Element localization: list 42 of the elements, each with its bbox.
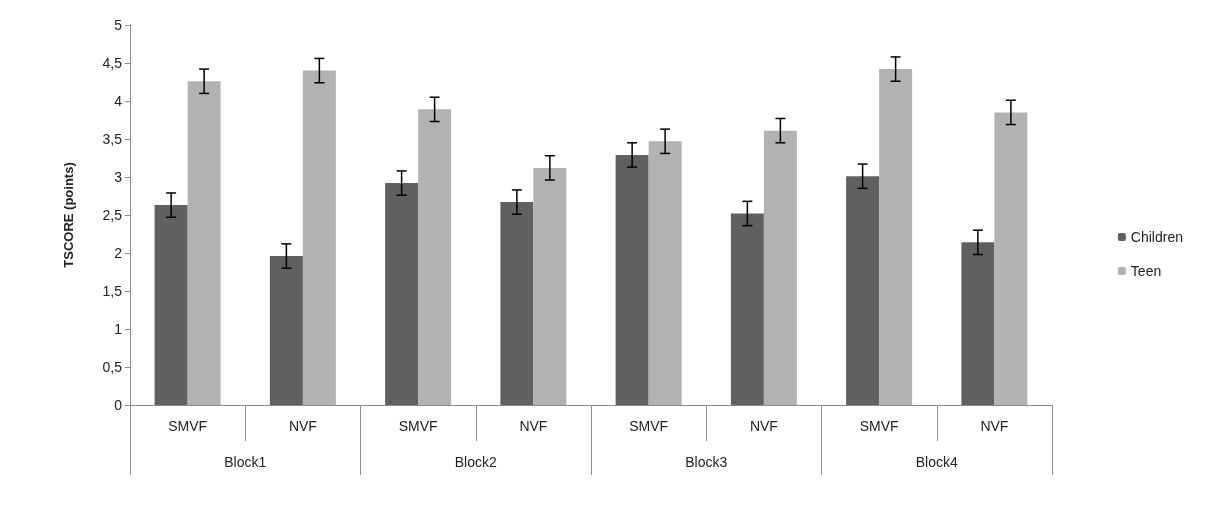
bar bbox=[187, 81, 221, 405]
y-tick-label: 5 bbox=[114, 17, 123, 33]
x-tick-label: SMVF bbox=[168, 418, 208, 434]
text: Block1 bbox=[224, 454, 267, 470]
y-tick-label: 0,5 bbox=[102, 359, 123, 375]
bar bbox=[385, 183, 419, 405]
x-tick-label: NVF bbox=[519, 418, 548, 434]
bar bbox=[961, 242, 995, 405]
x-tick-label: SMVF bbox=[859, 418, 899, 434]
y-tick-label: 4,5 bbox=[102, 55, 123, 71]
y-tick-label: 4 bbox=[114, 93, 123, 109]
x-tick-label: NVF bbox=[288, 418, 317, 434]
bar bbox=[302, 70, 336, 405]
y-tick-label: 1,5 bbox=[102, 283, 123, 299]
bar bbox=[269, 256, 303, 405]
bar bbox=[648, 141, 682, 405]
x-tick-label: NVF bbox=[980, 418, 1009, 434]
y-tick-label: 3 bbox=[114, 169, 123, 185]
y-tick-label: 2 bbox=[114, 245, 123, 261]
bar bbox=[763, 130, 797, 405]
text: Block4 bbox=[915, 454, 958, 470]
bar bbox=[730, 213, 764, 405]
y-axis-title: TSCORE (points) bbox=[61, 162, 76, 268]
y-tick-label: 1 bbox=[114, 321, 123, 337]
legend-label: Teen bbox=[1130, 263, 1162, 279]
bar bbox=[533, 167, 567, 405]
x-tick-label: SMVF bbox=[629, 418, 669, 434]
bar bbox=[879, 69, 913, 405]
bar bbox=[994, 112, 1028, 405]
bar bbox=[418, 109, 452, 405]
x-tick-label: NVF bbox=[749, 418, 778, 434]
bar bbox=[846, 176, 880, 405]
y-tick-label: 2,5 bbox=[102, 207, 123, 223]
text: Block3 bbox=[685, 454, 728, 470]
text: Block2 bbox=[454, 454, 497, 470]
x-tick-label: SMVF bbox=[398, 418, 438, 434]
bar bbox=[154, 205, 188, 405]
bar bbox=[615, 154, 649, 405]
y-tick-label: 0 bbox=[114, 397, 123, 413]
bar bbox=[500, 202, 534, 405]
y-tick-label: 3,5 bbox=[102, 131, 123, 147]
legend-label: Children bbox=[1130, 229, 1183, 245]
